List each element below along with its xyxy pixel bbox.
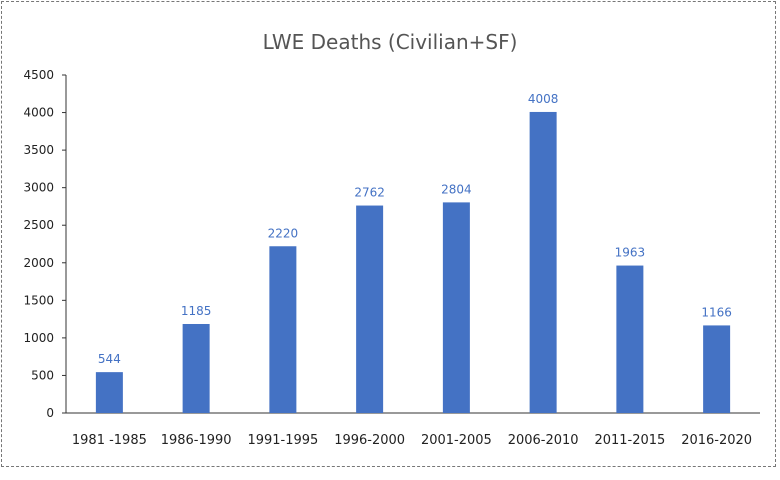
y-tick-label: 3000 bbox=[23, 181, 54, 195]
x-tick-label: 2011-2015 bbox=[594, 433, 665, 448]
chart-frame bbox=[1, 1, 776, 467]
y-tick-label: 4500 bbox=[23, 68, 54, 82]
data-label: 2804 bbox=[441, 182, 472, 196]
data-label: 2220 bbox=[268, 226, 299, 240]
y-tick-label: 1500 bbox=[23, 293, 54, 307]
y-tick-label: 4000 bbox=[23, 106, 54, 120]
y-tick-labels: 0 500 1000 1500 2000 2500 3000 3500 4000 4500 bbox=[23, 68, 66, 420]
bar bbox=[703, 325, 731, 413]
y-tick-label: 2000 bbox=[23, 256, 54, 270]
data-label: 1166 bbox=[701, 305, 732, 319]
bar bbox=[356, 205, 384, 413]
x-tick-label: 1986-1990 bbox=[161, 433, 232, 448]
bar bbox=[529, 111, 557, 414]
y-tick-label: 0 bbox=[46, 406, 54, 420]
data-label: 4008 bbox=[528, 92, 559, 106]
y-tick-label: 3500 bbox=[23, 143, 54, 157]
y-tick-label: 1000 bbox=[23, 331, 54, 345]
data-label: 2762 bbox=[354, 186, 385, 200]
x-tick-label: 1981 -1985 bbox=[72, 433, 147, 448]
data-label: 1185 bbox=[181, 304, 212, 318]
data-label: 1963 bbox=[615, 246, 646, 260]
x-tick-label: 2001-2005 bbox=[421, 433, 492, 448]
bar bbox=[616, 265, 644, 413]
bar bbox=[182, 323, 210, 413]
x-tick-label: 1991-1995 bbox=[247, 433, 318, 448]
chart-title: LWE Deaths (Civilian+SF) bbox=[262, 30, 518, 54]
x-tick-label: 2006-2010 bbox=[508, 433, 579, 448]
bars bbox=[95, 111, 731, 414]
x-tick-labels: 1981 -1985 1986-1990 1991-1995 1996-2000 200… bbox=[72, 433, 752, 448]
y-tick-label: 500 bbox=[31, 368, 54, 382]
data-labels: 544 1185 2220 2762 2804 4008 1963 1166 bbox=[98, 92, 732, 366]
y-tick-label: 2500 bbox=[23, 218, 54, 232]
x-tick-label: 1996-2000 bbox=[334, 433, 405, 448]
data-label: 544 bbox=[98, 352, 121, 366]
bar bbox=[442, 202, 470, 413]
x-tick-label: 2016-2020 bbox=[681, 433, 752, 448]
bar bbox=[269, 246, 297, 413]
bar bbox=[95, 372, 123, 413]
